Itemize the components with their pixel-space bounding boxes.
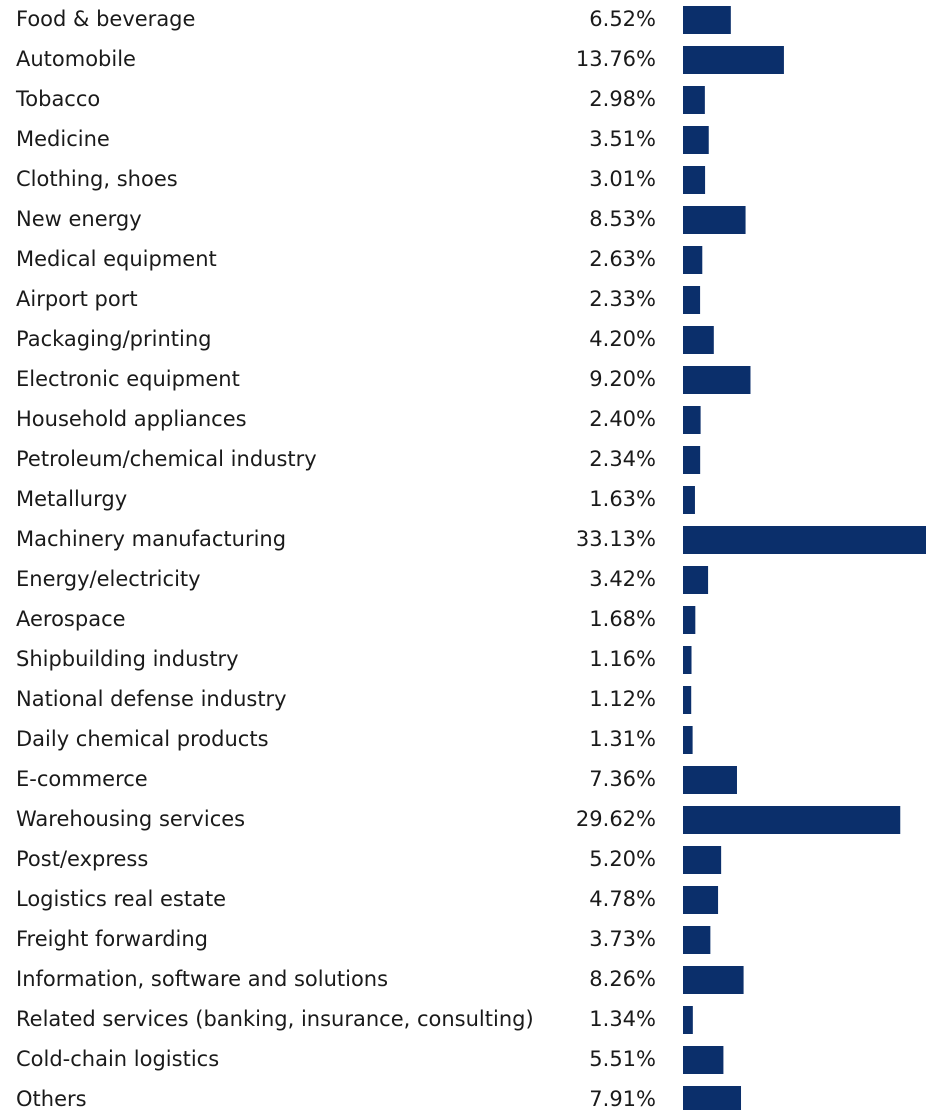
- category-label: Energy/electricity: [16, 567, 201, 591]
- value-label: 3.73%: [589, 927, 656, 951]
- bar: [683, 926, 711, 954]
- category-label: Aerospace: [16, 607, 126, 631]
- value-label: 3.51%: [589, 127, 656, 151]
- category-label: Post/express: [16, 847, 148, 871]
- value-label: 1.16%: [589, 647, 656, 671]
- bar: [683, 246, 703, 274]
- category-label: Shipbuilding industry: [16, 647, 239, 671]
- value-label: 2.98%: [589, 87, 656, 111]
- value-label: 1.12%: [589, 687, 656, 711]
- value-label: 2.34%: [589, 447, 656, 471]
- value-label: 6.52%: [589, 7, 656, 31]
- category-label: Logistics real estate: [16, 887, 226, 911]
- bar: [683, 686, 692, 714]
- bar: [683, 166, 706, 194]
- bar: [683, 126, 709, 154]
- bar: [683, 286, 701, 314]
- category-label: New energy: [16, 207, 142, 231]
- category-label: Others: [16, 1087, 87, 1110]
- category-label: Information, software and solutions: [16, 967, 388, 991]
- value-label: 13.76%: [576, 47, 656, 71]
- value-label: 9.20%: [589, 367, 656, 391]
- category-label: Electronic equipment: [16, 367, 240, 391]
- category-label: Tobacco: [15, 87, 100, 111]
- value-label: 2.33%: [589, 287, 656, 311]
- bar: [683, 526, 926, 554]
- category-label: Food & beverage: [16, 7, 195, 31]
- value-label: 33.13%: [576, 527, 656, 551]
- value-label: 1.63%: [589, 487, 656, 511]
- bar: [683, 1006, 693, 1034]
- bar: [683, 726, 693, 754]
- category-label: Petroleum/chemical industry: [16, 447, 317, 471]
- bar: [683, 606, 696, 634]
- value-label: 2.40%: [589, 407, 656, 431]
- bar: [683, 966, 744, 994]
- value-label: 5.51%: [589, 1047, 656, 1071]
- bar: [683, 646, 692, 674]
- category-label: E-commerce: [16, 767, 148, 791]
- value-label: 29.62%: [576, 807, 656, 831]
- value-label: 1.31%: [589, 727, 656, 751]
- value-label: 4.20%: [589, 327, 656, 351]
- bar: [683, 486, 695, 514]
- value-label: 3.01%: [589, 167, 656, 191]
- category-label: Household appliances: [16, 407, 247, 431]
- category-label: Metallurgy: [16, 487, 127, 511]
- bar: [683, 846, 722, 874]
- category-label: Daily chemical products: [16, 727, 269, 751]
- bar: [683, 206, 746, 234]
- bar: [683, 766, 737, 794]
- bar: [683, 366, 751, 394]
- value-label: 3.42%: [589, 567, 656, 591]
- value-label: 2.63%: [589, 247, 656, 271]
- category-label: Machinery manufacturing: [16, 527, 286, 551]
- value-label: 1.34%: [589, 1007, 656, 1031]
- bar: [683, 6, 731, 34]
- value-label: 8.53%: [589, 207, 656, 231]
- category-label: Clothing, shoes: [16, 167, 178, 191]
- category-label: Airport port: [16, 287, 138, 311]
- category-label: Packaging/printing: [16, 327, 212, 351]
- bar: [683, 1046, 724, 1074]
- category-label: Freight forwarding: [16, 927, 208, 951]
- bar: [683, 886, 719, 914]
- category-label: Medicine: [16, 127, 110, 151]
- value-label: 7.36%: [589, 767, 656, 791]
- category-label: Automobile: [16, 47, 136, 71]
- value-label: 5.20%: [589, 847, 656, 871]
- bar: [683, 566, 709, 594]
- bar: [683, 326, 714, 354]
- category-label: National defense industry: [16, 687, 287, 711]
- value-label: 8.26%: [589, 967, 656, 991]
- bar: [683, 406, 701, 434]
- category-label: Related services (banking, insurance, co…: [16, 1007, 534, 1031]
- category-label: Warehousing services: [16, 807, 245, 831]
- value-label: 4.78%: [589, 887, 656, 911]
- bar: [683, 446, 701, 474]
- bar: [683, 806, 901, 834]
- bar: [683, 1086, 742, 1110]
- bar: [683, 86, 705, 114]
- bar: [683, 46, 784, 74]
- category-label: Cold-chain logistics: [16, 1047, 219, 1071]
- value-label: 7.91%: [589, 1087, 656, 1110]
- category-label: Medical equipment: [16, 247, 217, 271]
- value-label: 1.68%: [589, 607, 656, 631]
